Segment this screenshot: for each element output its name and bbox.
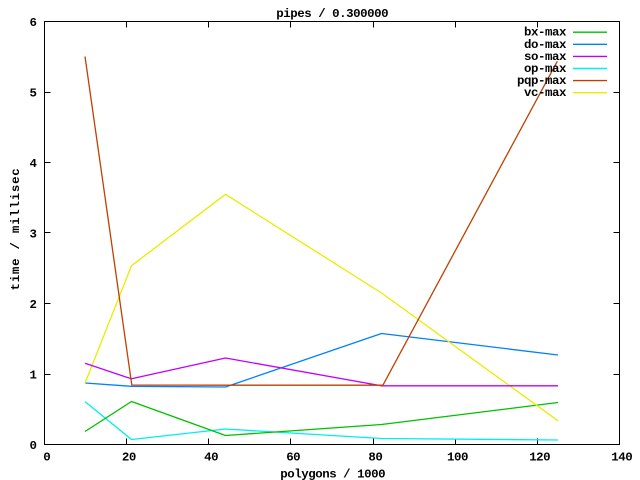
svg-text:1: 1 — [30, 368, 37, 382]
svg-text:op-max: op-max — [524, 62, 567, 76]
svg-text:40: 40 — [204, 451, 218, 465]
svg-text:6: 6 — [30, 16, 37, 30]
svg-text:2: 2 — [30, 298, 37, 312]
svg-text:100: 100 — [447, 451, 468, 465]
svg-text:pipes / 0.300000: pipes / 0.300000 — [276, 7, 388, 21]
svg-text:4: 4 — [30, 157, 38, 171]
svg-text:pqp-max: pqp-max — [517, 74, 567, 88]
svg-text:polygons / 1000: polygons / 1000 — [280, 467, 385, 480]
svg-text:20: 20 — [122, 451, 136, 465]
svg-text:5: 5 — [30, 86, 37, 100]
svg-text:vc-max: vc-max — [524, 86, 567, 100]
svg-text:60: 60 — [286, 451, 300, 465]
svg-text:so-max: so-max — [524, 50, 567, 64]
svg-text:bx-max: bx-max — [524, 26, 567, 40]
svg-text:0: 0 — [43, 451, 50, 465]
svg-text:0: 0 — [30, 439, 37, 453]
svg-text:time / millisec: time / millisec — [9, 168, 23, 291]
svg-text:120: 120 — [529, 451, 550, 465]
svg-text:140: 140 — [611, 451, 632, 465]
svg-text:80: 80 — [368, 451, 382, 465]
svg-text:3: 3 — [30, 227, 37, 241]
svg-text:do-max: do-max — [524, 38, 567, 52]
